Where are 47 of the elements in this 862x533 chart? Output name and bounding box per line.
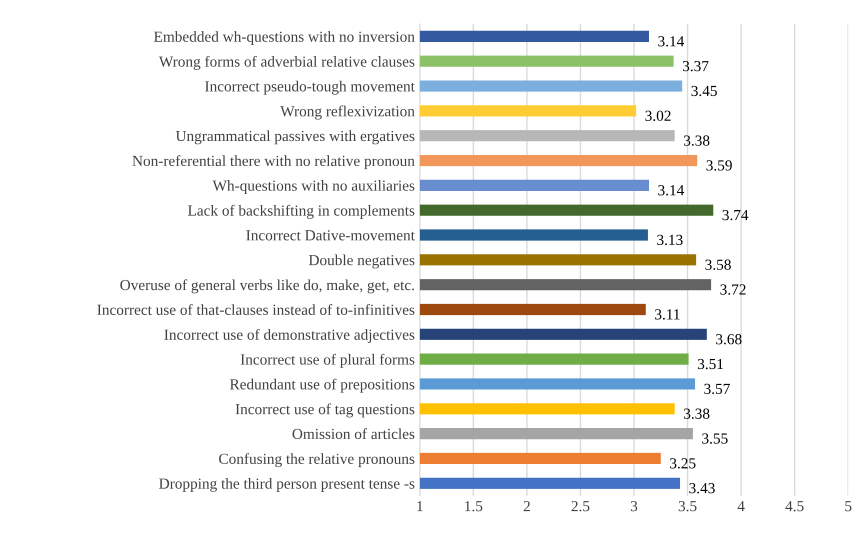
data-label: 3.38 bbox=[684, 135, 710, 146]
x-tick-label: 4.5 bbox=[785, 501, 804, 512]
data-label: 3.58 bbox=[705, 260, 731, 270]
y-tick-label: Double negatives bbox=[308, 254, 414, 268]
data-label: 3.74 bbox=[722, 210, 748, 220]
x-tick-label: 5 bbox=[845, 501, 852, 512]
data-label: 3.02 bbox=[645, 110, 671, 121]
x-tick-label: 4 bbox=[738, 501, 745, 512]
y-tick-label: Omission of articles bbox=[292, 428, 414, 440]
x-tick-label: 2 bbox=[524, 501, 530, 512]
y-tick-label: Dropping the third person present tense -s bbox=[159, 478, 414, 492]
data-label: 3.57 bbox=[704, 384, 730, 394]
x-tick-label: 1 bbox=[417, 501, 423, 512]
x-tick-label: 1.5 bbox=[465, 501, 482, 512]
y-tick-label: Wh-questions with no auxiliaries bbox=[212, 180, 414, 194]
y-tick-label: Incorrect use of tag questions bbox=[236, 403, 414, 418]
data-label: 3.14 bbox=[658, 36, 684, 46]
data-label: 3.59 bbox=[706, 160, 732, 171]
data-label: 3.38 bbox=[684, 408, 710, 419]
x-tick-label: 3.5 bbox=[678, 501, 697, 512]
data-label: 3.13 bbox=[657, 234, 683, 246]
x-tick-label: 2.5 bbox=[572, 501, 590, 512]
data-label: 3.25 bbox=[670, 458, 696, 469]
y-tick-label: Confusing the relative pronouns bbox=[219, 453, 414, 468]
x-tick-label: 3 bbox=[630, 501, 638, 512]
data-label: 3.11 bbox=[655, 309, 680, 320]
y-tick-label: Incorrect use of plural forms bbox=[240, 354, 414, 368]
y-tick-label: Redundant use of prepositions bbox=[230, 378, 414, 393]
data-label: 3.68 bbox=[716, 334, 742, 344]
y-tick-label: Incorrect use of demonstrative adjectives bbox=[164, 328, 414, 343]
y-tick-label: Wrong reflexivization bbox=[280, 106, 415, 120]
y-tick-label: Incorrect Dative-movement bbox=[246, 230, 415, 240]
y-tick-label: Lack of backshifting in complements bbox=[188, 204, 414, 219]
data-label: 3.43 bbox=[689, 483, 715, 494]
y-tick-label: Wrong forms of adverbial relative clauses bbox=[158, 56, 414, 70]
data-label: 3.14 bbox=[658, 185, 684, 196]
data-label: 3.45 bbox=[691, 86, 717, 96]
y-tick-label: Incorrect pseudo-tough movement bbox=[205, 80, 415, 95]
data-label: 3.55 bbox=[702, 433, 728, 444]
data-label: 3.51 bbox=[698, 358, 724, 370]
y-tick-label: Non-referential there with no relative pronoun bbox=[132, 155, 415, 170]
y-tick-label: Incorrect use of that-clauses instead of to-infinitives bbox=[97, 304, 414, 315]
y-tick-label: Embedded wh-questions with no inversion bbox=[154, 31, 415, 45]
data-label: 3.37 bbox=[682, 60, 708, 72]
y-tick-label: Overuse of general verbs like do, make, get, etc. bbox=[120, 279, 414, 294]
data-label: 3.72 bbox=[720, 284, 746, 295]
y-tick-label: Ungrammatical passives with ergatives bbox=[176, 130, 414, 144]
